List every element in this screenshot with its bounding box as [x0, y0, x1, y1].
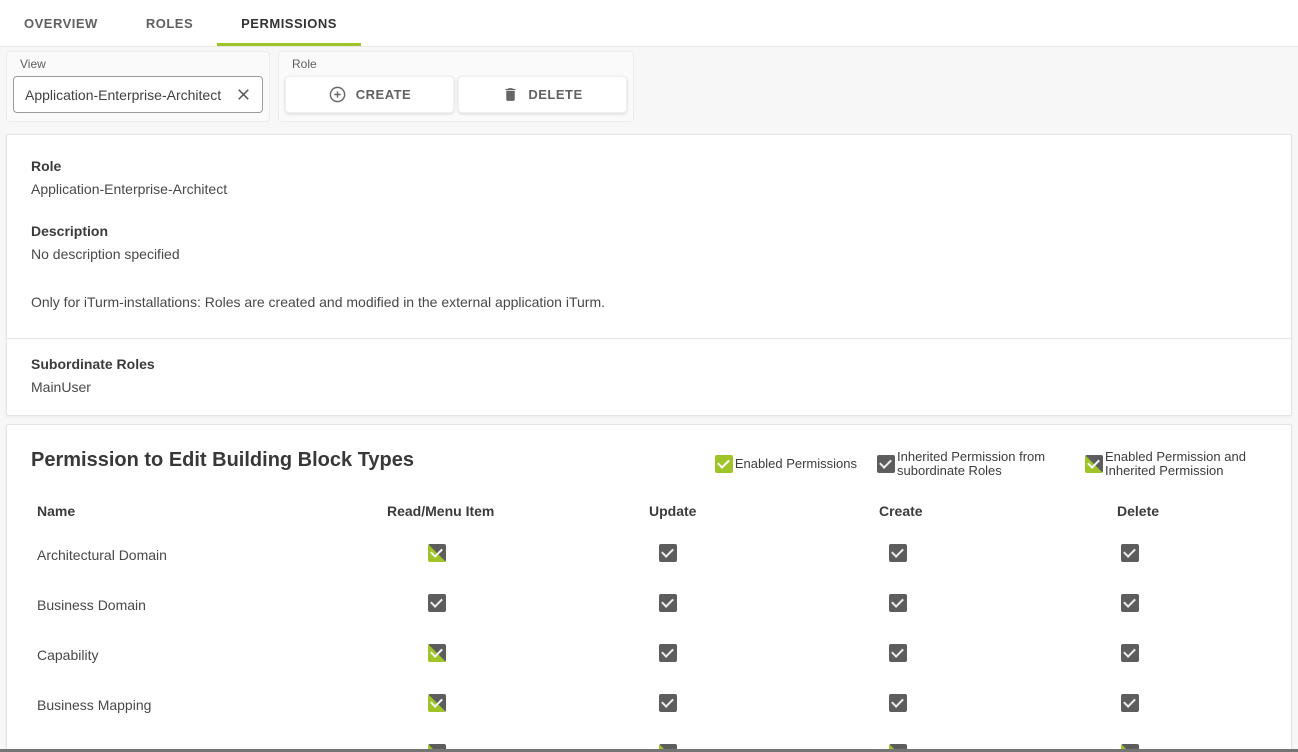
column-header-update: Update [649, 503, 697, 519]
tab-overview[interactable]: OVERVIEW [24, 15, 98, 31]
permission-checkbox-business-mapping-create[interactable] [889, 693, 907, 712]
table-row: Business Mapping [31, 680, 1267, 730]
cell-delete [1111, 543, 1267, 567]
subordinate-roles-value: MainUser [31, 379, 91, 395]
filter-strip: View Application-Enterprise-Architect Ro… [0, 47, 1298, 128]
create-button-label: CREATE [355, 87, 412, 102]
checkbox-legend: Enabled Permissions Inherited Permission … [714, 447, 1267, 478]
permission-checkbox-business-object-delete[interactable] [1121, 743, 1139, 752]
cell-update [643, 543, 873, 567]
legend-label: Enabled Permission and Inherited Permiss… [1105, 449, 1246, 478]
cell-update [643, 593, 873, 617]
column-header-delete: Delete [1117, 503, 1160, 519]
permission-checkbox-capability-update[interactable] [659, 643, 677, 662]
checkbox-both-icon [1085, 455, 1103, 473]
x-icon [237, 89, 249, 100]
permission-checkbox-business-object-create[interactable] [889, 743, 907, 752]
tab-bar: OVERVIEW ROLES PERMISSIONS [0, 0, 1298, 47]
permission-checkbox-business-mapping-read[interactable] [428, 693, 446, 712]
role-section-label: Role [31, 158, 62, 174]
cell-create [873, 643, 1111, 667]
cell-delete [1111, 743, 1267, 752]
permission-checkbox-business-mapping-delete[interactable] [1121, 693, 1139, 712]
legend-item-inherited: Inherited Permission from subordinate Ro… [877, 450, 1065, 478]
cell-create [873, 543, 1111, 567]
permissions-table: Architectural Domain Business Domain Capab… [31, 530, 1267, 752]
cell-update [643, 643, 873, 667]
description-section-label: Description [31, 223, 109, 239]
permission-checkbox-architectural-domain-read[interactable] [428, 543, 446, 562]
permission-checkbox-business-object-read[interactable] [428, 743, 446, 752]
view-filter-group: View Application-Enterprise-Architect [6, 51, 270, 122]
view-input[interactable]: Application-Enterprise-Architect [13, 76, 263, 113]
permission-checkbox-business-domain-delete[interactable] [1121, 593, 1139, 612]
table-row: Capability [31, 630, 1267, 680]
row-name: Architectural Domain [37, 547, 167, 563]
role-group-label: Role [292, 57, 317, 71]
clear-view-button[interactable] [232, 84, 254, 106]
column-header-read-menu-item: Read/Menu Item [387, 503, 495, 519]
permission-checkbox-business-domain-create[interactable] [889, 593, 907, 612]
cell-create [873, 693, 1111, 717]
trash-icon [505, 88, 516, 101]
permission-checkbox-capability-read[interactable] [428, 643, 446, 662]
description-value: No description specified [31, 246, 180, 262]
checkbox-enabled-icon [714, 455, 733, 473]
cell-update [643, 743, 873, 752]
permission-checkbox-architectural-domain-delete[interactable] [1121, 543, 1139, 562]
permission-checkbox-architectural-domain-update[interactable] [659, 543, 677, 562]
permission-checkbox-capability-delete[interactable] [1121, 643, 1139, 662]
cell-delete [1111, 693, 1267, 717]
legend-label: Inherited Permission from subordinate Ro… [897, 449, 1046, 478]
permission-checkbox-architectural-domain-create[interactable] [889, 543, 907, 562]
cell-read [381, 643, 643, 667]
permission-checkbox-business-mapping-update[interactable] [659, 693, 677, 712]
role-name-value: Application-Enterprise-Architect [31, 181, 228, 197]
iturm-note: Only for iTurm-installations: Roles are … [31, 294, 605, 310]
tab-roles[interactable]: ROLES [145, 15, 194, 31]
cell-read [381, 743, 643, 752]
permissions-card: Permission to Edit Building Block Types … [6, 424, 1292, 752]
tab-permissions[interactable]: PERMISSIONS [217, 0, 361, 46]
cell-read [381, 693, 643, 717]
column-header-name: Name [37, 503, 76, 519]
row-name: Business Mapping [37, 697, 152, 713]
table-row: Business Domain [31, 580, 1267, 630]
table-row: Architectural Domain [31, 530, 1267, 580]
permission-checkbox-business-object-update[interactable] [659, 743, 677, 752]
create-role-button[interactable]: CREATE [285, 76, 454, 113]
row-name: Capability [37, 647, 99, 663]
role-actions-group: Role CREATE DELETE [278, 51, 634, 122]
permissions-table-header: Name Read/Menu Item Update Create Delete [31, 492, 1267, 530]
cell-read [381, 543, 643, 567]
window-bottom-edge [0, 749, 1298, 752]
delete-button-label: DELETE [528, 87, 583, 102]
permission-checkbox-capability-create[interactable] [889, 643, 907, 662]
legend-label: Enabled Permissions [734, 456, 857, 471]
cell-create [873, 743, 1111, 752]
row-name: Business Domain [37, 597, 146, 613]
section-divider [7, 338, 1291, 339]
cell-update [643, 693, 873, 717]
legend-item-enabled: Enabled Permissions [714, 450, 857, 478]
cell-create [873, 593, 1111, 617]
column-header-create: Create [879, 503, 923, 519]
cell-delete [1111, 593, 1267, 617]
checkbox-inherited-icon [877, 455, 895, 473]
view-input-value: Application-Enterprise-Architect [25, 86, 222, 103]
subordinate-roles-label: Subordinate Roles [31, 356, 155, 372]
permissions-title: Permission to Edit Building Block Types [31, 449, 415, 471]
view-label: View [20, 57, 46, 71]
delete-role-button[interactable]: DELETE [458, 76, 627, 113]
cell-delete [1111, 643, 1267, 667]
cell-read [381, 593, 643, 617]
role-details-card: Role Application-Enterprise-Architect De… [6, 134, 1292, 416]
legend-item-both: Enabled Permission and Inherited Permiss… [1085, 450, 1267, 478]
permission-checkbox-business-domain-update[interactable] [659, 593, 677, 612]
permission-checkbox-business-domain-read[interactable] [428, 593, 446, 612]
plus-circle-icon [329, 86, 346, 103]
